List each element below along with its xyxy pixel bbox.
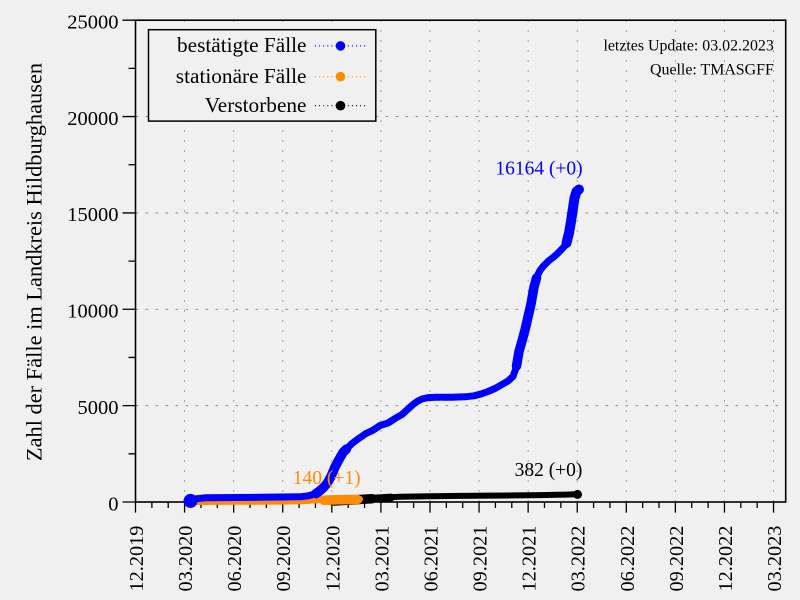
- svg-text:09.2021: 09.2021: [470, 526, 492, 592]
- svg-text:Verstorbene: Verstorbene: [205, 93, 307, 117]
- svg-text:0: 0: [108, 493, 118, 515]
- svg-text:09.2022: 09.2022: [666, 526, 688, 592]
- svg-text:Zahl der Fälle im Landkreis Hi: Zahl der Fälle im Landkreis Hildburghaus…: [22, 63, 47, 461]
- svg-text:382 (+0): 382 (+0): [515, 460, 583, 481]
- svg-text:10000: 10000: [67, 301, 118, 323]
- svg-text:12.2020: 12.2020: [322, 526, 344, 592]
- svg-text:12.2022: 12.2022: [715, 526, 737, 592]
- svg-text:03.2023: 03.2023: [764, 526, 786, 592]
- svg-text:03.2021: 03.2021: [371, 526, 393, 592]
- svg-text:20000: 20000: [67, 108, 118, 130]
- svg-text:stationäre Fälle: stationäre Fälle: [176, 64, 307, 88]
- svg-text:letztes Update: 03.02.2023: letztes Update: 03.02.2023: [603, 38, 773, 55]
- svg-text:06.2020: 06.2020: [224, 526, 246, 592]
- svg-text:5000: 5000: [78, 397, 119, 419]
- svg-text:bestätigte Fälle: bestätigte Fälle: [177, 33, 307, 57]
- svg-text:03.2020: 03.2020: [175, 526, 197, 592]
- svg-text:Quelle: TMASGFF: Quelle: TMASGFF: [650, 62, 774, 79]
- svg-text:140 (+1): 140 (+1): [293, 468, 361, 489]
- svg-text:09.2020: 09.2020: [273, 526, 295, 592]
- svg-text:06.2022: 06.2022: [617, 526, 639, 592]
- svg-text:03.2022: 03.2022: [568, 526, 590, 592]
- svg-text:25000: 25000: [67, 12, 118, 34]
- svg-text:16164 (+0): 16164 (+0): [495, 159, 582, 180]
- svg-text:06.2021: 06.2021: [420, 526, 442, 592]
- svg-text:12.2021: 12.2021: [519, 526, 541, 592]
- svg-text:15000: 15000: [67, 204, 118, 226]
- svg-text:12.2019: 12.2019: [126, 526, 148, 592]
